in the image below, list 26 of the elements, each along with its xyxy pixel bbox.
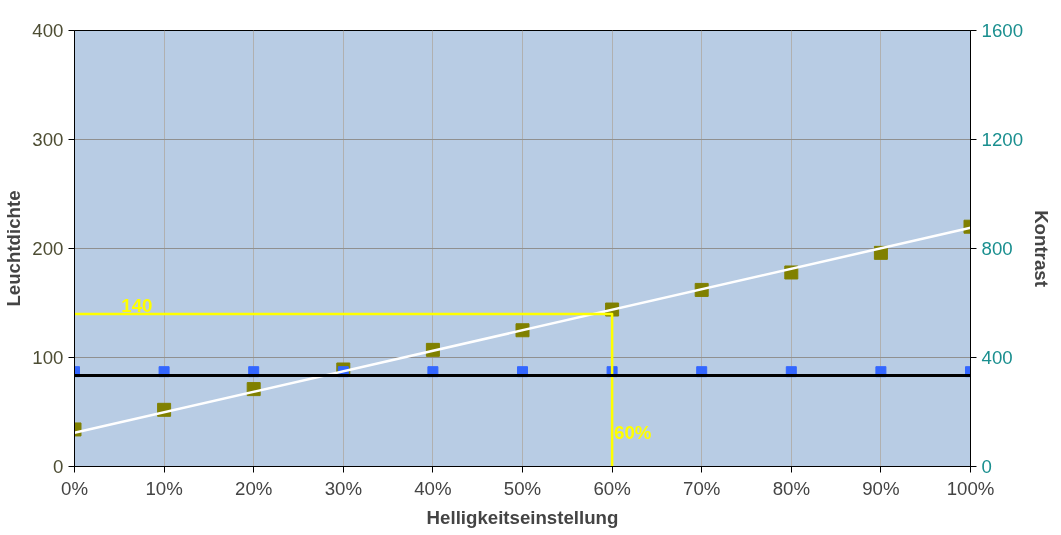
annotation: 60% [614,421,652,443]
x-tick-label: 20% [235,477,273,499]
y-tick-label: 0 [53,456,64,477]
x-tick-label: 40% [414,477,452,499]
x-tick-label: 10% [145,477,183,499]
x-tick-label: 60% [593,477,631,499]
x-tick-label: 50% [503,477,542,499]
x-tick-label: 70% [683,477,721,499]
x-tick-label: 0% [61,477,88,499]
y-tick-label: 100 [32,347,64,368]
y-tick-label: 200 [32,238,64,259]
x-tick-label: 80% [772,477,810,499]
y2-tick-label: 800 [981,238,1013,259]
y2-tick-label: 1600 [981,20,1024,41]
y2-tick-label: 0 [981,456,992,477]
x-tick-label: 100% [946,477,995,499]
x-tick-label: 30% [324,477,362,499]
y-axis-title: Leuchtdichte [3,190,25,307]
annotation: 140 [121,294,153,316]
y2-tick-label: 400 [981,347,1013,368]
y2-tick-label: 1200 [981,129,1024,150]
x-axis-title: Helligkeitseinstellung [426,506,619,528]
x-tick-label: 90% [862,477,900,499]
y-tick-label: 400 [32,20,64,41]
y2-axis-title: Kontrast [1031,210,1052,287]
y-tick-label: 300 [32,129,64,150]
